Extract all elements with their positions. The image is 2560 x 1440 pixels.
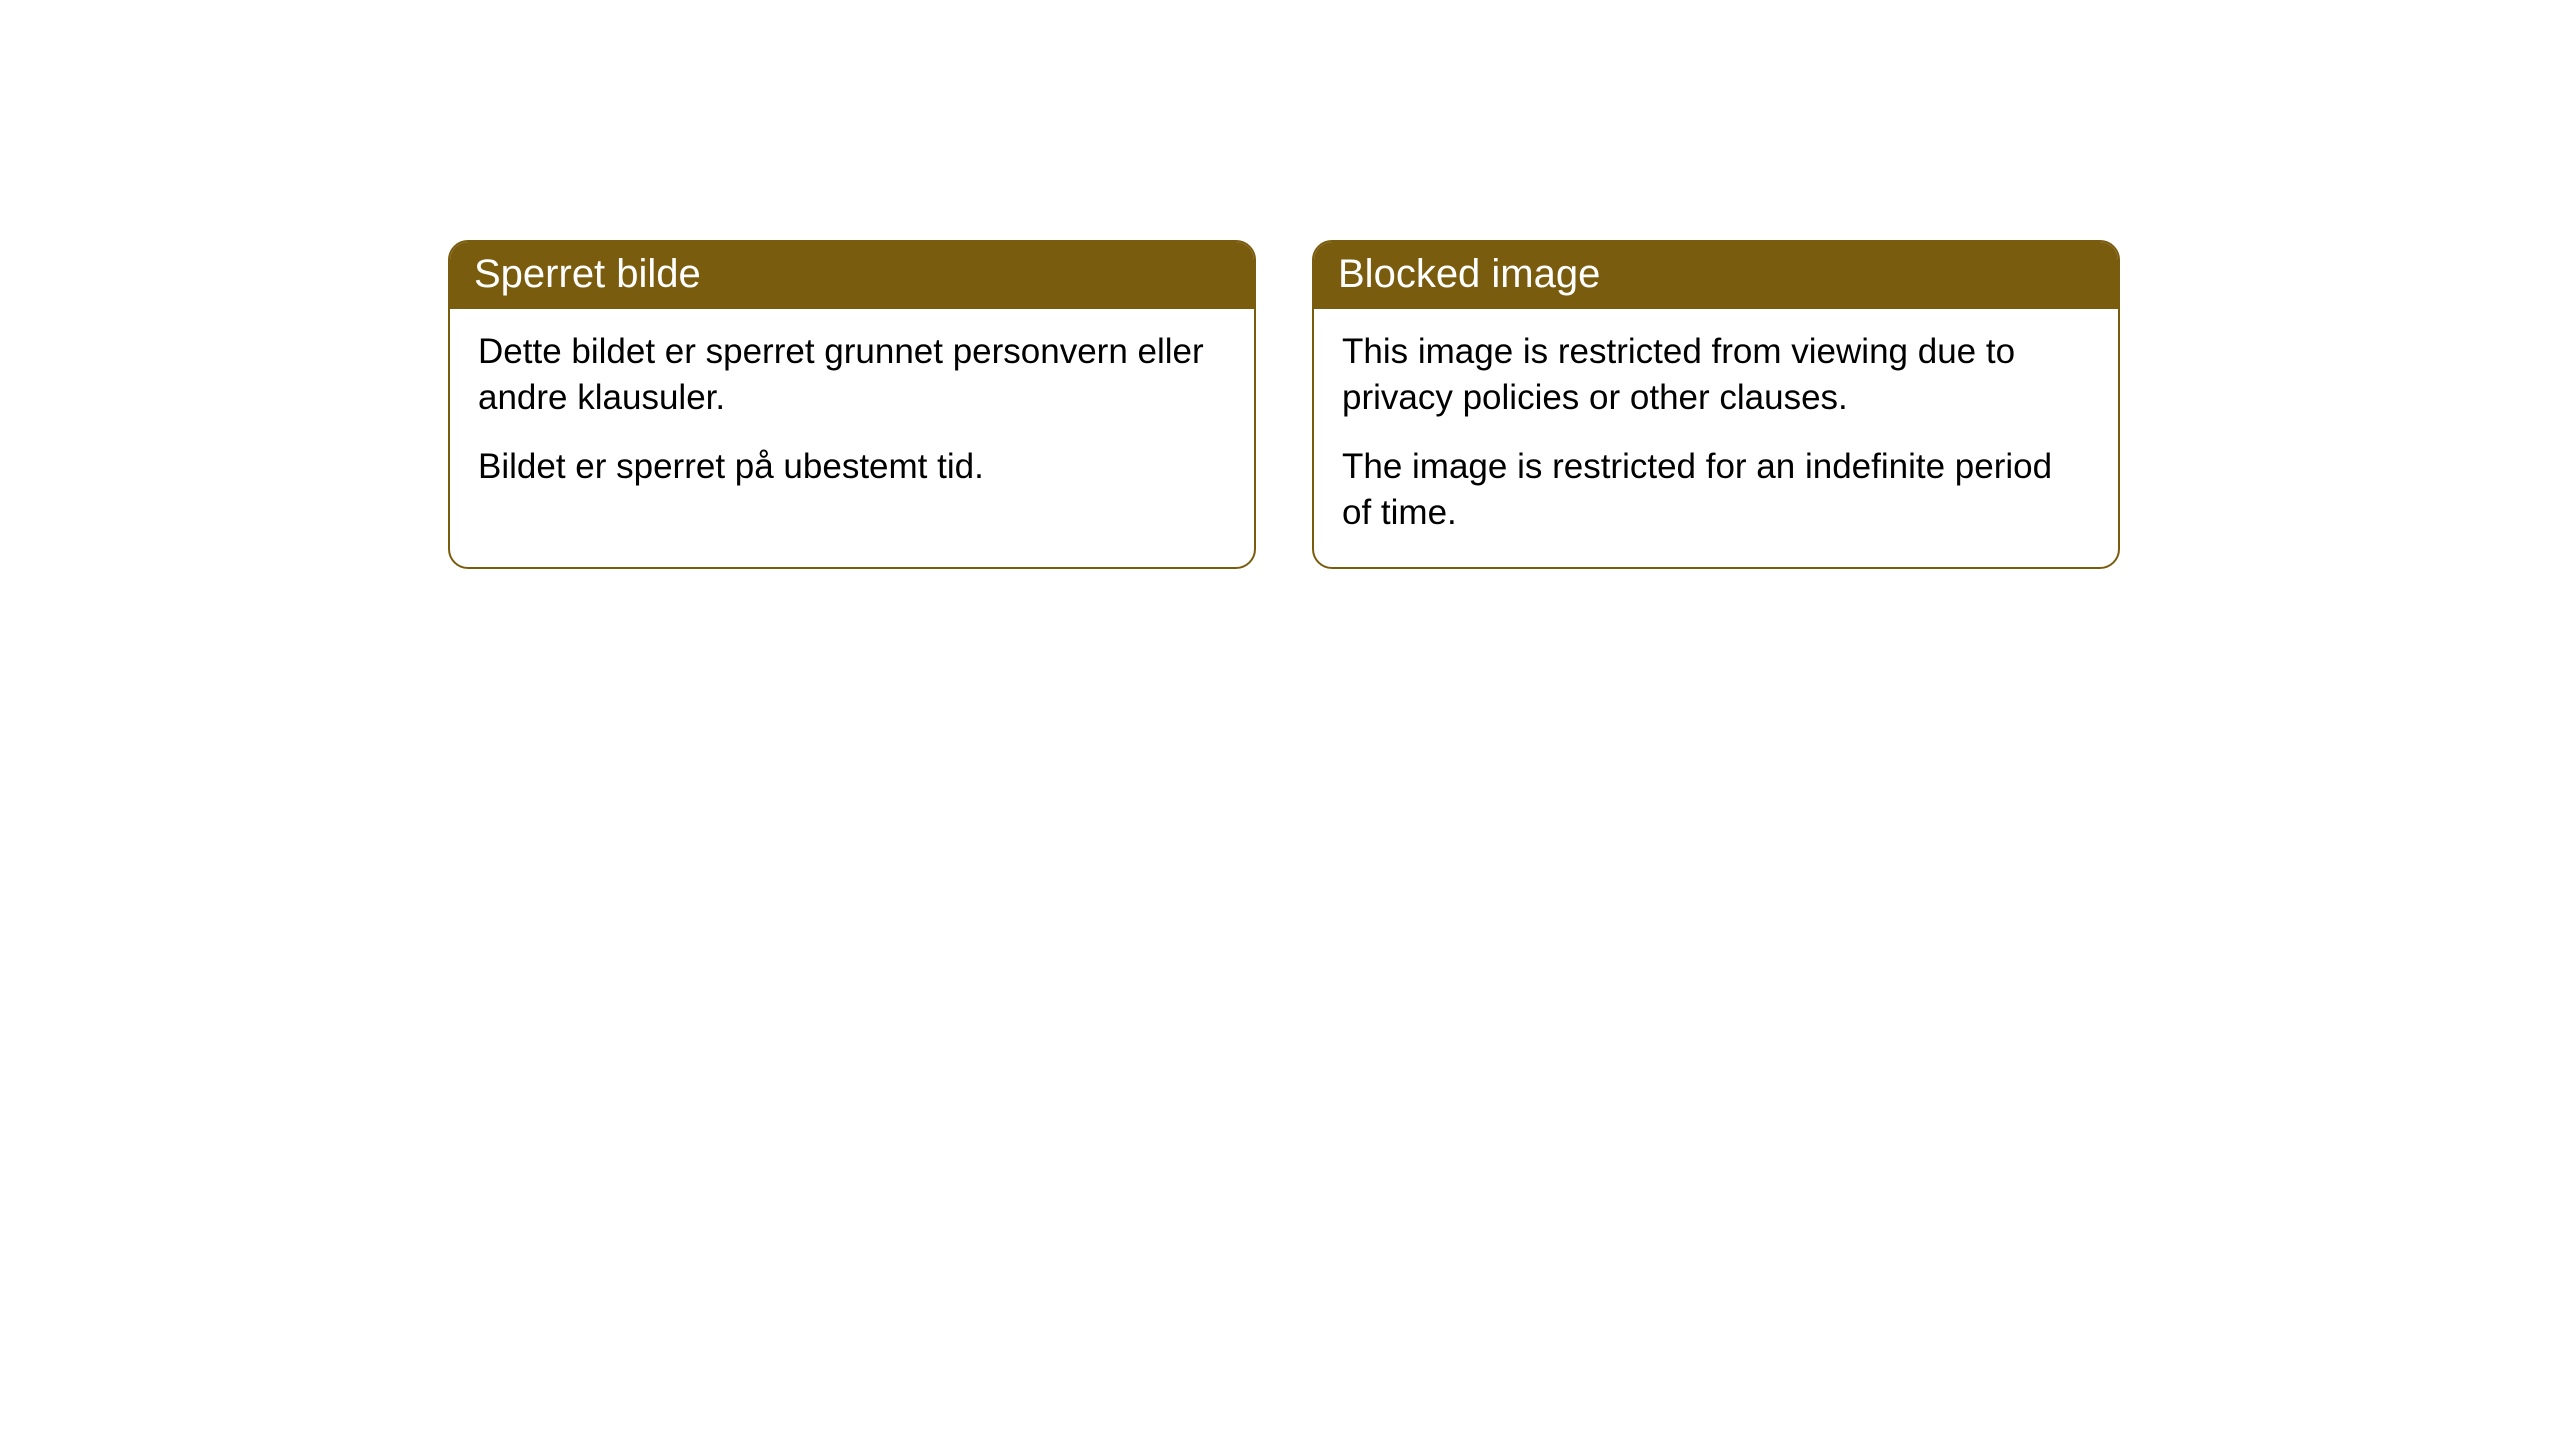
card-paragraph-2: The image is restricted for an indefinit… [1342,444,2090,535]
card-paragraph-1: Dette bildet er sperret grunnet personve… [478,329,1226,420]
card-norwegian: Sperret bilde Dette bildet er sperret gr… [448,240,1256,569]
card-body-norwegian: Dette bildet er sperret grunnet personve… [450,309,1254,522]
card-header-english: Blocked image [1314,242,2118,309]
card-paragraph-1: This image is restricted from viewing du… [1342,329,2090,420]
cards-container: Sperret bilde Dette bildet er sperret gr… [448,240,2120,569]
card-paragraph-2: Bildet er sperret på ubestemt tid. [478,444,1226,490]
card-english: Blocked image This image is restricted f… [1312,240,2120,569]
card-header-norwegian: Sperret bilde [450,242,1254,309]
card-body-english: This image is restricted from viewing du… [1314,309,2118,567]
